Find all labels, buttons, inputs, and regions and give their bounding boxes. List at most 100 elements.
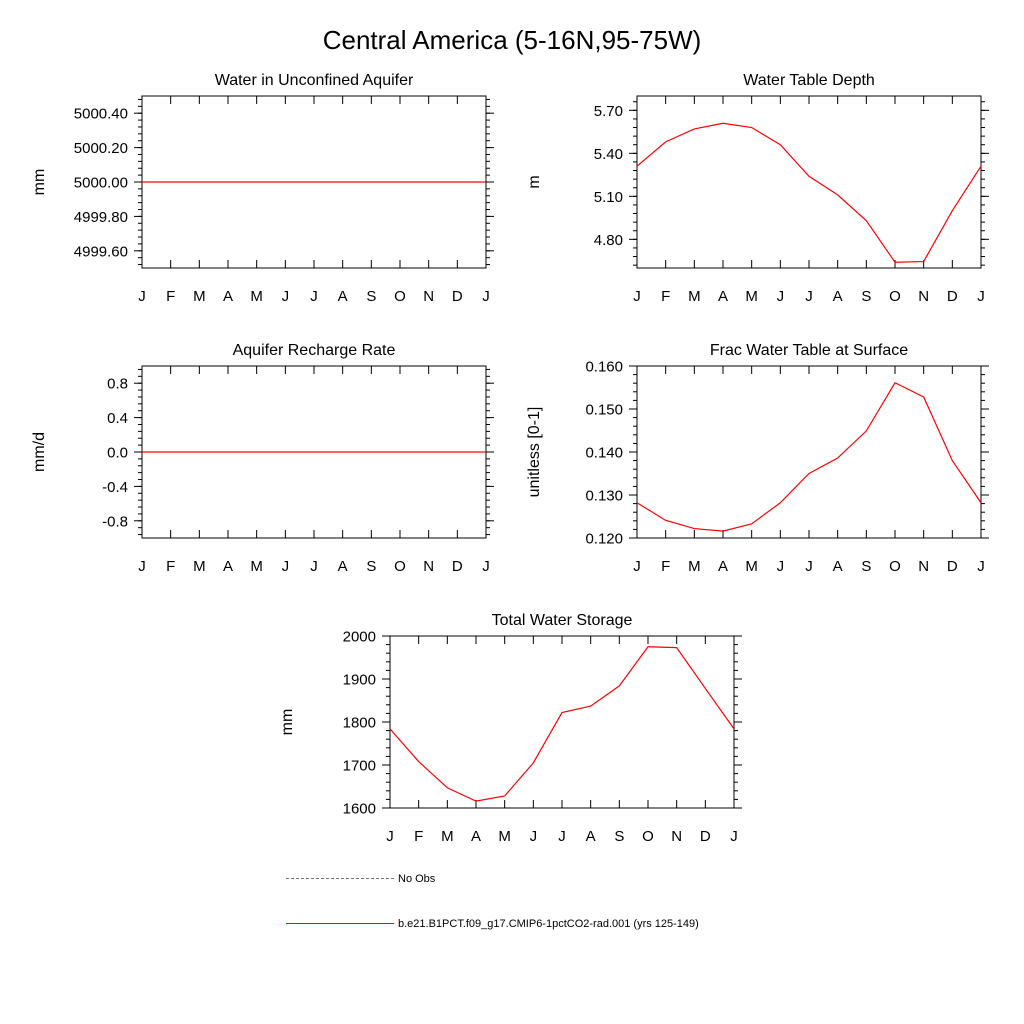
x-tick-label: N: [423, 288, 434, 305]
y-tick-label: 5.10: [594, 189, 623, 206]
x-tick-label: M: [250, 288, 263, 305]
y-tick-label: 0.150: [585, 402, 623, 419]
figure-title: Central America (5-16N,95-75W): [323, 25, 702, 55]
x-tick-label: A: [833, 558, 843, 575]
x-tick-label: J: [386, 828, 394, 845]
panel-title: Water Table Depth: [743, 72, 875, 89]
x-tick-label: A: [338, 288, 348, 305]
y-tick-label: 5.40: [594, 146, 623, 163]
x-tick-label: M: [250, 558, 263, 575]
x-tick-label: D: [452, 288, 463, 305]
y-tick-label: 4999.60: [74, 243, 128, 260]
x-tick-label: S: [366, 288, 376, 305]
x-tick-label: N: [918, 558, 929, 575]
x-tick-label: M: [745, 558, 758, 575]
x-tick-label: J: [805, 558, 813, 575]
plot-frame: [636, 95, 982, 269]
x-tick-label: A: [833, 288, 843, 305]
y-tick-label: 1700: [343, 758, 376, 775]
y-axis-label: mm: [279, 709, 296, 736]
y-tick-label: 5000.20: [74, 140, 128, 157]
x-tick-label: F: [166, 558, 175, 575]
x-tick-label: F: [166, 288, 175, 305]
x-tick-label: F: [661, 288, 670, 305]
x-tick-label: M: [193, 288, 206, 305]
x-tick-label: N: [671, 828, 682, 845]
x-tick-label: S: [861, 558, 871, 575]
x-tick-label: M: [193, 558, 206, 575]
legend-swatch-dashed: [286, 878, 394, 879]
x-tick-label: A: [223, 288, 233, 305]
y-tick-label: 5000.40: [74, 106, 128, 123]
y-tick-label: 1900: [343, 672, 376, 689]
series-line: [636, 122, 982, 263]
series-line: [636, 381, 982, 532]
x-tick-label: M: [441, 828, 454, 845]
legend-swatch-solid: [286, 923, 394, 924]
x-tick-label: M: [688, 288, 701, 305]
x-tick-label: J: [805, 288, 813, 305]
y-tick-label: 0.140: [585, 445, 623, 462]
x-tick-label: J: [310, 288, 318, 305]
x-tick-label: S: [861, 288, 871, 305]
x-tick-label: O: [889, 558, 901, 575]
x-tick-label: J: [310, 558, 318, 575]
x-tick-label: J: [138, 288, 146, 305]
x-tick-label: J: [530, 828, 538, 845]
y-tick-label: 4.80: [594, 232, 623, 249]
y-axis-label: mm: [31, 169, 48, 196]
y-tick-label: 5000.00: [74, 175, 128, 192]
panel-title: Aquifer Recharge Rate: [233, 342, 396, 359]
x-tick-label: A: [471, 828, 481, 845]
y-tick-label: 0.8: [107, 376, 128, 393]
x-tick-label: J: [730, 828, 738, 845]
y-tick-label: 0.0: [107, 445, 128, 462]
y-tick-label: 0.4: [107, 410, 128, 427]
x-tick-label: A: [586, 828, 596, 845]
y-tick-label: 0.130: [585, 488, 623, 505]
y-axis-label: m: [526, 175, 543, 188]
x-tick-label: O: [394, 288, 406, 305]
chart-panel: Frac Water Table at Surface unitless [0-1…: [526, 342, 989, 575]
x-tick-label: M: [498, 828, 511, 845]
x-tick-label: S: [614, 828, 624, 845]
y-tick-label: 0.120: [585, 531, 623, 548]
legend-label: b.e21.B1PCT.f09_g17.CMIP6-1pctCO2-rad.00…: [398, 918, 699, 930]
plot-frame: [636, 365, 982, 539]
x-tick-label: D: [700, 828, 711, 845]
x-tick-label: J: [282, 558, 290, 575]
y-axis-label: unitless [0-1]: [526, 407, 543, 498]
y-tick-label: -0.8: [102, 513, 128, 530]
x-tick-label: N: [423, 558, 434, 575]
x-tick-label: D: [452, 558, 463, 575]
x-tick-label: J: [777, 288, 785, 305]
y-tick-label: 2000: [343, 629, 376, 646]
x-tick-label: N: [918, 288, 929, 305]
y-tick-label: 1600: [343, 801, 376, 818]
x-tick-label: J: [482, 558, 490, 575]
x-tick-label: O: [889, 288, 901, 305]
x-tick-label: J: [633, 288, 641, 305]
x-tick-label: S: [366, 558, 376, 575]
panel-title: Water in Unconfined Aquifer: [215, 72, 414, 89]
x-tick-label: A: [718, 558, 728, 575]
x-tick-label: A: [338, 558, 348, 575]
series-line: [389, 646, 735, 802]
x-tick-label: J: [482, 288, 490, 305]
y-tick-label: -0.4: [102, 479, 128, 496]
x-tick-label: M: [745, 288, 758, 305]
x-tick-label: A: [718, 288, 728, 305]
x-tick-label: D: [947, 288, 958, 305]
x-tick-label: O: [394, 558, 406, 575]
x-tick-label: J: [777, 558, 785, 575]
x-tick-label: D: [947, 558, 958, 575]
y-tick-label: 1800: [343, 715, 376, 732]
y-axis-label: mm/d: [31, 432, 48, 472]
x-tick-label: J: [977, 558, 985, 575]
panel-title: Total Water Storage: [492, 612, 633, 629]
y-tick-label: 0.160: [585, 359, 623, 376]
